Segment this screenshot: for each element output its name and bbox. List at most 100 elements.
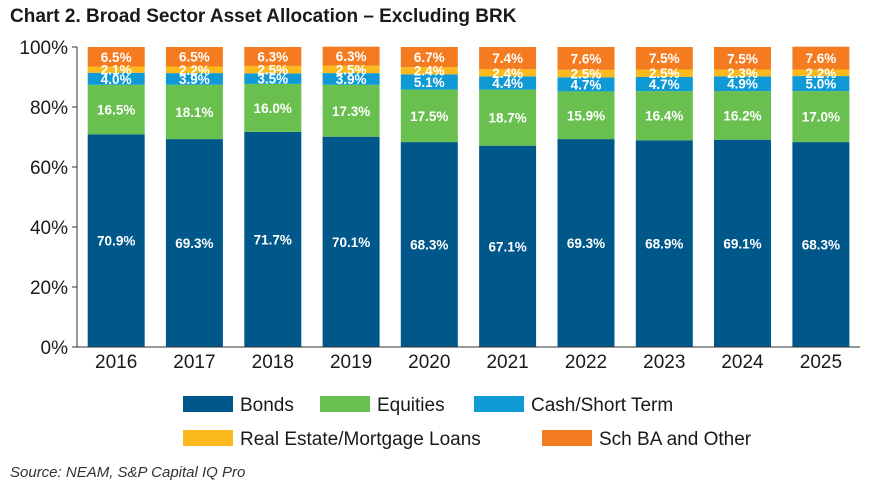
y-tick-label: 40% bbox=[30, 218, 68, 239]
bar-segment bbox=[322, 84, 380, 137]
data-label: 17.0% bbox=[802, 110, 840, 125]
bar-segment bbox=[792, 46, 850, 70]
bar-segment bbox=[557, 77, 615, 92]
data-label: 68.3% bbox=[410, 238, 448, 253]
bar-segment bbox=[400, 67, 458, 75]
data-label: 2.1% bbox=[101, 63, 132, 78]
bar-segment bbox=[400, 74, 458, 90]
data-label: 2.5% bbox=[336, 62, 367, 77]
y-tick-label: 20% bbox=[30, 278, 68, 299]
bar-segment bbox=[792, 91, 850, 143]
data-label: 4.0% bbox=[101, 72, 132, 87]
bar-segment bbox=[165, 47, 223, 67]
bar-segment bbox=[792, 76, 850, 92]
x-tick-label: 2025 bbox=[800, 352, 842, 373]
bar-segment bbox=[792, 142, 850, 347]
bar-segment bbox=[165, 139, 223, 347]
x-tick-label: 2021 bbox=[486, 352, 528, 373]
data-label: 6.3% bbox=[257, 49, 288, 64]
bar-segment bbox=[244, 47, 302, 66]
data-label: 6.3% bbox=[336, 49, 367, 64]
bar-segment bbox=[165, 66, 223, 74]
x-tick-label: 2023 bbox=[643, 352, 685, 373]
data-label: 7.6% bbox=[806, 51, 837, 66]
data-label: 7.4% bbox=[492, 51, 523, 66]
data-label: 5.0% bbox=[806, 77, 837, 92]
data-label: 70.1% bbox=[332, 235, 370, 250]
y-tick-label: 60% bbox=[30, 158, 68, 179]
data-label: 2.5% bbox=[257, 63, 288, 78]
bar-segment bbox=[714, 69, 771, 77]
bars-layer bbox=[87, 46, 850, 347]
bar-segment bbox=[400, 47, 458, 68]
data-label: 15.9% bbox=[567, 108, 605, 123]
data-label: 68.9% bbox=[645, 237, 683, 252]
bar-segment bbox=[244, 65, 302, 74]
bar-segment bbox=[87, 72, 145, 85]
bar-segment bbox=[479, 89, 537, 146]
x-tick-label: 2016 bbox=[95, 352, 137, 373]
bar-segment bbox=[165, 84, 223, 140]
bar-segment bbox=[714, 76, 771, 92]
legend-swatch bbox=[542, 430, 592, 446]
data-label: 2.4% bbox=[414, 64, 445, 79]
data-label: 6.7% bbox=[414, 50, 445, 65]
bar-segment bbox=[792, 69, 850, 77]
bar-segment bbox=[557, 47, 615, 70]
bar-segment bbox=[400, 89, 458, 143]
data-label: 68.3% bbox=[802, 238, 840, 253]
bar-segment bbox=[244, 131, 302, 347]
legend-label: Equities bbox=[377, 395, 445, 416]
legend-label: Real Estate/Mortgage Loans bbox=[240, 429, 481, 450]
bar-segment bbox=[87, 134, 145, 347]
data-label: 18.1% bbox=[175, 105, 213, 120]
bar-segment bbox=[479, 76, 537, 90]
chart-title: Chart 2. Broad Sector Asset Allocation –… bbox=[10, 6, 517, 27]
legend-label: Cash/Short Term bbox=[531, 395, 673, 416]
data-label: 16.4% bbox=[645, 109, 683, 124]
bar-segment bbox=[557, 139, 615, 347]
data-label: 6.5% bbox=[101, 50, 132, 65]
bar-segment bbox=[87, 84, 145, 135]
bar-segment bbox=[244, 73, 302, 84]
data-label: 7.5% bbox=[727, 51, 758, 66]
data-label: 3.9% bbox=[336, 72, 367, 87]
bar-segment bbox=[87, 47, 145, 67]
legend: Bonds Equities Cash/Short Term Real Estate/… bbox=[183, 395, 752, 450]
data-label: 17.3% bbox=[332, 104, 370, 119]
data-label: 17.5% bbox=[410, 109, 448, 124]
data-label: 7.6% bbox=[571, 51, 602, 66]
data-label: 2.5% bbox=[649, 66, 680, 81]
bar-segment bbox=[557, 69, 615, 78]
bar-segment bbox=[635, 91, 693, 141]
x-tick-label: 2024 bbox=[721, 352, 764, 373]
bar-segment bbox=[165, 73, 223, 85]
legend-swatch bbox=[474, 396, 524, 412]
x-tick-label: 2017 bbox=[173, 352, 215, 373]
data-label: 2.2% bbox=[806, 66, 837, 81]
data-label: 71.7% bbox=[254, 232, 292, 247]
y-tick-label: 80% bbox=[30, 98, 68, 119]
data-label: 2.4% bbox=[492, 66, 523, 81]
bar-segment bbox=[635, 69, 693, 77]
bar-segment bbox=[400, 142, 458, 347]
x-tick-label: 2018 bbox=[252, 352, 294, 373]
source-note: Source: NEAM, S&P Capital IQ Pro bbox=[10, 464, 246, 481]
data-label: 16.5% bbox=[97, 103, 135, 118]
bar-segment bbox=[479, 47, 537, 70]
data-label: 3.9% bbox=[179, 72, 210, 87]
data-label: 4.9% bbox=[727, 77, 758, 92]
bar-segment bbox=[635, 140, 693, 347]
data-label: 69.3% bbox=[175, 236, 213, 251]
bar-segment bbox=[322, 65, 380, 74]
legend-swatch bbox=[320, 396, 370, 412]
bar-segment bbox=[714, 91, 771, 140]
bar-segment bbox=[479, 145, 537, 347]
data-label: 5.1% bbox=[414, 75, 445, 90]
data-label: 4.7% bbox=[649, 77, 680, 92]
x-tick-label: 2022 bbox=[565, 352, 607, 373]
data-label: 4.4% bbox=[492, 76, 523, 91]
bar-segment bbox=[244, 83, 302, 132]
data-label: 16.0% bbox=[254, 101, 292, 116]
data-label: 18.7% bbox=[488, 111, 526, 126]
